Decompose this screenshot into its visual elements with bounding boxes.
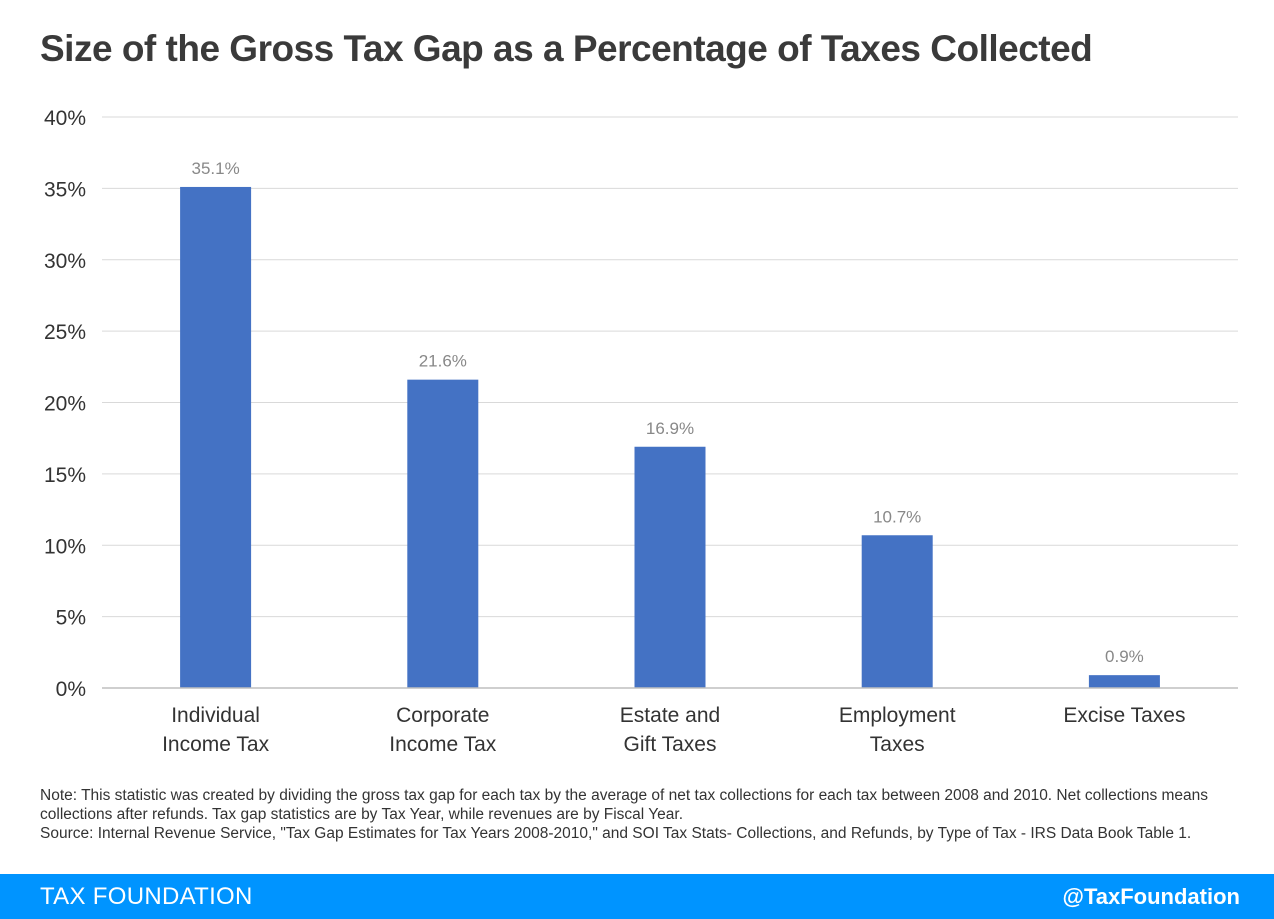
x-tick-label: Excise Taxes — [1063, 704, 1185, 727]
chart-title: Size of the Gross Tax Gap as a Percentag… — [40, 28, 1093, 69]
y-tick-label: 25% — [44, 321, 86, 344]
social-handle[interactable]: @TaxFoundation — [1062, 884, 1240, 909]
y-tick-label: 5% — [56, 607, 86, 630]
x-tick-label: Corporate — [396, 704, 489, 727]
bar — [1088, 675, 1160, 688]
x-tick-label: Gift Taxes — [624, 733, 717, 756]
brand-name: TAX FOUNDATION — [40, 883, 253, 910]
x-tick-label: Income Tax — [162, 733, 269, 756]
y-tick-label: 10% — [44, 535, 86, 558]
y-tick-label: 20% — [44, 393, 86, 416]
bar-chart: 0% 5% 10% 15% 20% 25% 30% 35% 40% 35.1% Individual… — [44, 107, 1238, 756]
y-tick-label: 15% — [44, 464, 86, 487]
data-label: 0.9% — [1105, 647, 1144, 666]
x-tick-label: Taxes — [870, 733, 925, 756]
x-tick-label: Individual — [171, 704, 260, 727]
bar — [180, 186, 252, 688]
y-tick-label: 40% — [44, 107, 86, 130]
x-tick-label: Employment — [839, 704, 956, 727]
x-tick-label: Estate and — [620, 704, 720, 727]
data-label: 16.9% — [646, 419, 694, 438]
data-label: 10.7% — [873, 507, 921, 526]
bar — [861, 535, 933, 688]
data-label: 21.6% — [419, 352, 467, 371]
y-tick-label: 35% — [44, 178, 86, 201]
footer-bar: TAX FOUNDATION @TaxFoundation — [0, 874, 1274, 919]
source-text: Source: Internal Revenue Service, "Tax G… — [40, 825, 1192, 842]
bar — [634, 446, 706, 688]
chart-notes: Note: This statistic was created by divi… — [40, 786, 1240, 843]
note-text: Note: This statistic was created by divi… — [40, 787, 1209, 823]
x-tick-label: Income Tax — [389, 733, 496, 756]
bar — [407, 379, 479, 688]
y-tick-label: 30% — [44, 250, 86, 273]
y-tick-label: 0% — [56, 678, 86, 701]
data-label: 35.1% — [191, 159, 239, 178]
